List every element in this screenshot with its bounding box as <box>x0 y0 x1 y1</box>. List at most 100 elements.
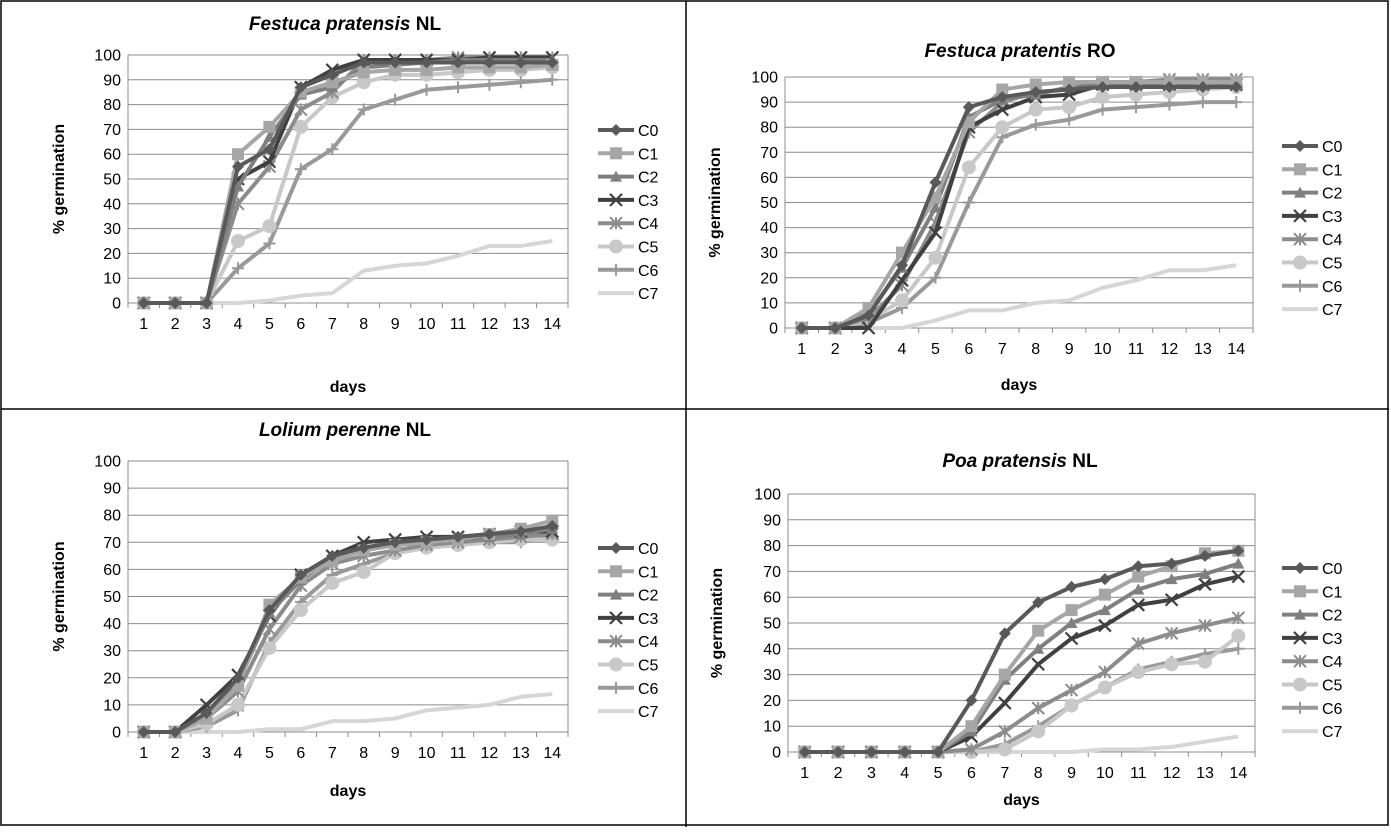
chart-title-species: Festuca pratensis <box>249 14 411 35</box>
legend-item-C1: C1 <box>598 564 659 581</box>
series-line <box>801 85 1237 330</box>
legend-item-C1: C1 <box>1282 162 1343 179</box>
chart-title-origin: NL <box>400 420 431 441</box>
y-tick-label: 0 <box>769 321 778 338</box>
legend-item-C7: C7 <box>1282 724 1343 741</box>
legend-marker <box>610 147 622 160</box>
data-point <box>232 180 244 192</box>
data-point <box>898 746 911 758</box>
data-point <box>964 742 979 757</box>
x-tick-label: 4 <box>234 745 243 762</box>
x-tick-label: 12 <box>481 316 499 333</box>
legend-marker <box>610 124 622 136</box>
x-tick-label: 13 <box>1196 765 1214 782</box>
legend-label: C4 <box>638 216 659 233</box>
data-point <box>325 575 340 590</box>
data-point <box>929 271 942 284</box>
data-point <box>1164 657 1179 672</box>
y-tick-label: 30 <box>103 221 121 238</box>
legend-item-C0: C0 <box>598 123 659 140</box>
data-point <box>389 93 402 106</box>
data-point <box>997 742 1012 757</box>
x-tick-label: 6 <box>964 341 973 358</box>
data-point <box>294 102 308 117</box>
legend-marker <box>1294 585 1306 598</box>
y-tick-label: 90 <box>760 95 778 112</box>
legend-marker <box>1294 608 1306 620</box>
x-tick-label: 3 <box>202 316 211 333</box>
legend-marker <box>609 634 623 648</box>
x-tick-label: 11 <box>450 316 467 333</box>
data-point <box>929 176 942 189</box>
legend-label: C0 <box>638 123 659 140</box>
series-line <box>143 62 553 305</box>
chart-title: Poa pratensis NL <box>942 451 1098 472</box>
legend-label: C4 <box>1322 654 1343 671</box>
data-point <box>1032 624 1045 637</box>
legend-item-C4: C4 <box>598 634 659 651</box>
data-point <box>998 724 1012 739</box>
y-tick-label: 90 <box>763 512 781 529</box>
data-point <box>1063 83 1076 96</box>
series-line <box>801 85 1237 330</box>
legend-label: C4 <box>1322 232 1343 249</box>
data-point <box>1197 654 1212 669</box>
series-C7 <box>801 263 1237 330</box>
x-tick-label: 14 <box>543 316 561 333</box>
legend-label: C5 <box>1322 256 1343 273</box>
legend-item-C6: C6 <box>1282 701 1343 718</box>
x-tick-label: 3 <box>864 341 873 358</box>
data-point <box>231 697 245 712</box>
data-point <box>137 297 150 309</box>
data-point <box>326 68 339 81</box>
data-point <box>928 250 943 265</box>
x-tick-label: 13 <box>512 745 530 762</box>
legend-marker <box>609 611 623 625</box>
chart-title-species: Poa pratensis <box>942 451 1067 472</box>
data-point <box>1065 604 1078 617</box>
y-tick-label: 100 <box>751 70 778 87</box>
data-point <box>294 81 307 94</box>
data-point <box>1064 698 1079 713</box>
x-tick-label: 13 <box>1194 341 1212 358</box>
data-point <box>1198 567 1211 579</box>
y-tick-label: 90 <box>103 72 121 89</box>
data-point <box>962 101 975 114</box>
data-point <box>357 56 370 69</box>
legend-marker <box>1294 140 1306 152</box>
y-tick-label: 50 <box>103 172 121 189</box>
data-point <box>137 726 150 738</box>
data-point <box>965 720 978 733</box>
legend-label: C2 <box>638 588 659 605</box>
legend-item-C1: C1 <box>1282 584 1343 601</box>
data-point <box>1065 580 1078 593</box>
legend-label: C5 <box>1322 678 1343 695</box>
data-point <box>1164 626 1179 641</box>
y-tick-label: 100 <box>94 454 121 471</box>
x-tick-label: 10 <box>418 316 436 333</box>
x-tick-label: 14 <box>1227 341 1245 358</box>
data-point <box>1063 76 1076 89</box>
data-point <box>1098 588 1111 601</box>
legend-label: C1 <box>1322 162 1343 179</box>
y-axis-label: % germination <box>707 147 724 257</box>
data-point <box>1098 604 1111 616</box>
data-point <box>961 160 976 175</box>
data-point <box>1063 113 1076 126</box>
legend-label: C0 <box>1322 139 1343 156</box>
legend-item-C6: C6 <box>598 263 659 280</box>
data-point <box>483 56 496 69</box>
legend-item-C5: C5 <box>598 657 659 675</box>
legend-item-C4: C4 <box>1282 232 1343 249</box>
y-tick-label: 70 <box>763 564 781 581</box>
data-point <box>389 63 402 76</box>
y-tick-label: 80 <box>760 120 778 137</box>
data-point <box>1064 683 1079 697</box>
y-tick-label: 0 <box>112 296 121 313</box>
x-tick-label: 11 <box>1128 341 1145 358</box>
x-tick-label: 4 <box>234 316 243 333</box>
legend-label: C0 <box>1322 561 1343 578</box>
x-axis-label: days <box>1001 377 1038 394</box>
data-point <box>1131 665 1146 680</box>
series-C0 <box>137 56 559 309</box>
